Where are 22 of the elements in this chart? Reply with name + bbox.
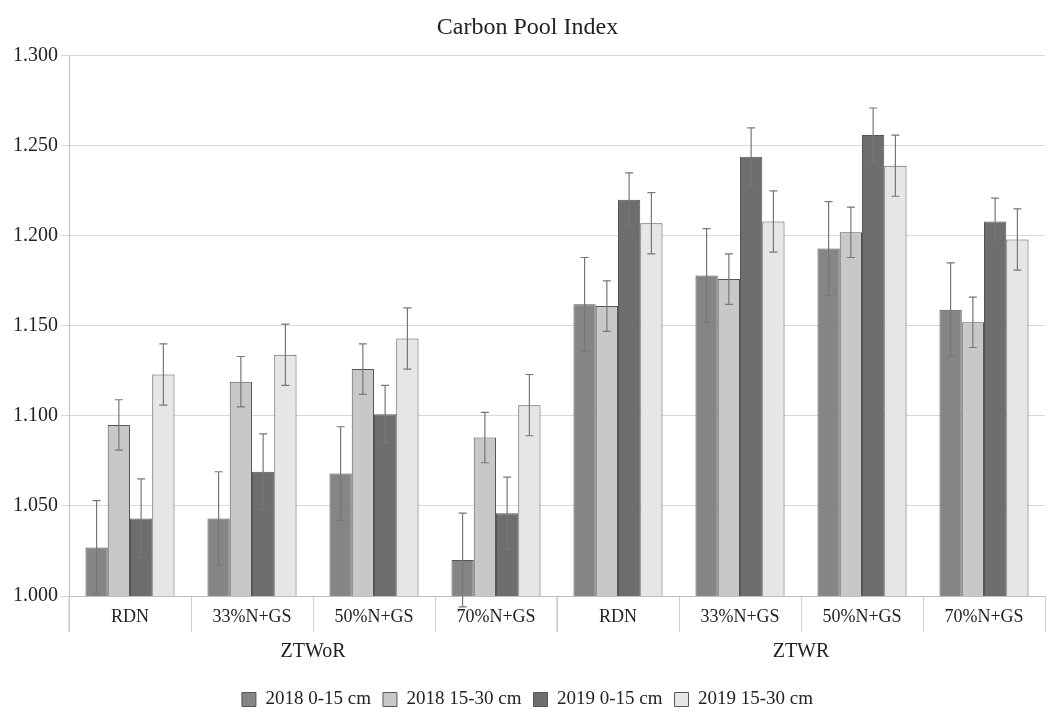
x-tick-label: 50%N+GS (822, 605, 902, 626)
y-tick-label: 1.000 (13, 583, 58, 606)
legend-label: 2018 15-30 cm (406, 687, 522, 709)
chart-title: Carbon Pool Index (436, 12, 619, 39)
y-tick-label: 1.250 (13, 133, 58, 156)
x-tick-label: RDN (598, 605, 638, 626)
y-tick-label: 1.050 (13, 493, 58, 516)
legend-label: 2018 0-15 cm (265, 687, 372, 709)
y-tick-label: 1.150 (13, 313, 58, 336)
y-tick-label: 1.100 (13, 403, 58, 426)
legend-label: 2019 0-15 cm (557, 687, 663, 709)
x-tick-label: 33%N+GS (212, 605, 292, 626)
y-tick-label: 1.200 (13, 223, 58, 246)
text: ZTWR (772, 639, 830, 662)
x-tick-label: 33%N+GS (700, 605, 780, 626)
x-tick-label: 70%N+GS (944, 605, 1024, 626)
text: ZTWoR (280, 639, 347, 662)
x-tick-label: 70%N+GS (456, 605, 536, 626)
legend-label: 2019 15-30 cm (698, 687, 814, 709)
y-tick-label: 1.300 (13, 43, 58, 66)
x-tick-label: RDN (110, 605, 150, 626)
x-tick-label: 50%N+GS (334, 605, 414, 626)
